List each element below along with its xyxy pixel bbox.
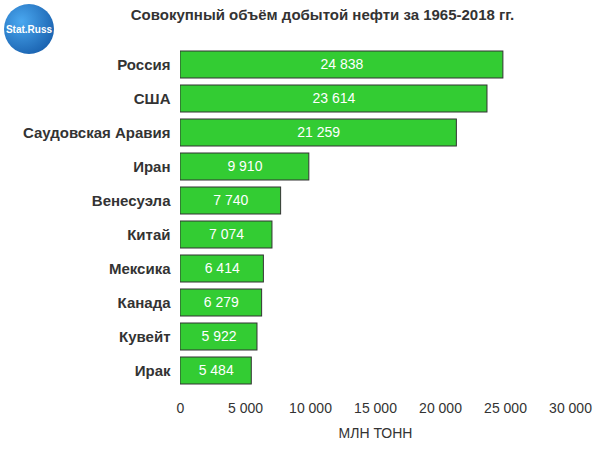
svg-text:7 740: 7 740 bbox=[213, 192, 248, 208]
svg-text:25 000: 25 000 bbox=[484, 400, 527, 416]
svg-text:6 279: 6 279 bbox=[204, 294, 239, 310]
svg-text:Иран: Иран bbox=[133, 158, 170, 175]
svg-text:США: США bbox=[134, 90, 171, 107]
svg-text:30 000: 30 000 bbox=[549, 400, 592, 416]
svg-text:Мексика: Мексика bbox=[109, 260, 171, 277]
svg-text:Ирак: Ирак bbox=[135, 362, 171, 379]
svg-text:5 000: 5 000 bbox=[228, 400, 263, 416]
svg-text:15 000: 15 000 bbox=[354, 400, 397, 416]
svg-text:24 838: 24 838 bbox=[321, 56, 364, 72]
html-text:Совокупный объём добытой нефти: Совокупный объём добытой нефти за 1965-2… bbox=[130, 6, 515, 23]
svg-text:Россия: Россия bbox=[117, 56, 170, 73]
svg-text:Саудовская Аравия: Саудовская Аравия bbox=[23, 124, 171, 141]
svg-text:20 000: 20 000 bbox=[419, 400, 462, 416]
svg-text:5 484: 5 484 bbox=[199, 362, 234, 378]
svg-text:10 000: 10 000 bbox=[289, 400, 332, 416]
svg-text:Канада: Канада bbox=[118, 294, 172, 311]
svg-text:5 922: 5 922 bbox=[201, 328, 236, 344]
svg-text:Венесуэла: Венесуэла bbox=[92, 192, 171, 209]
svg-text:МЛН ТОНН: МЛН ТОНН bbox=[339, 425, 413, 441]
svg-text:23 614: 23 614 bbox=[313, 90, 356, 106]
svg-text:9 910: 9 910 bbox=[227, 158, 262, 174]
svg-text:21 259: 21 259 bbox=[297, 124, 340, 140]
svg-text:0: 0 bbox=[177, 400, 185, 416]
svg-text:Китай: Китай bbox=[127, 226, 170, 243]
svg-text:6 414: 6 414 bbox=[205, 260, 240, 276]
svg-text:Кувейт: Кувейт bbox=[119, 328, 170, 345]
html-text:Stat.Russ: Stat.Russ bbox=[5, 23, 53, 35]
svg-text:7 074: 7 074 bbox=[209, 226, 244, 242]
